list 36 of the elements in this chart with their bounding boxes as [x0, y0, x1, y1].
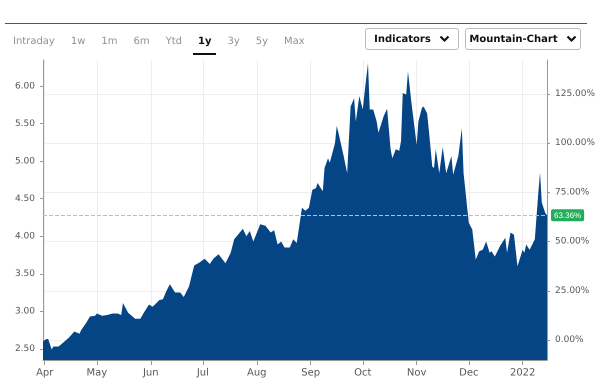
y-tick-label: 2.50 [14, 344, 36, 354]
y-tick-label: 6.00 [14, 81, 36, 92]
text: 1m [101, 34, 118, 48]
x-tick-label: Nov [406, 368, 426, 378]
y2-tick-label: 50.00% [555, 236, 590, 247]
x-tick-label: May [86, 368, 108, 378]
y2-tick-label: 100.00% [555, 138, 596, 148]
y-tick-label: 3.50 [14, 268, 36, 279]
y-tick-label: 5.00 [14, 156, 36, 166]
x-tick-label: Aug [247, 368, 267, 378]
text: Max [284, 34, 305, 48]
x-tick-label: Jun [142, 368, 159, 378]
text: 1w [70, 34, 86, 48]
x-tick-label: Jul [196, 368, 209, 378]
y-tick-label: 5.50 [14, 118, 36, 129]
y2-tick-label: 0.00% [555, 334, 584, 345]
text: Indicators [374, 34, 431, 44]
text: 3y [227, 34, 240, 48]
y2-tick-label: 125.00% [555, 89, 596, 100]
text: Intraday [13, 34, 55, 48]
text: 5y [256, 34, 268, 48]
text: Mountain-Chart [469, 34, 558, 44]
text: 1y [198, 30, 212, 52]
y2-tick-label: 25.00% [555, 286, 590, 296]
text: Ytd [166, 34, 182, 48]
ref-line-label: 63.36% [554, 210, 582, 220]
x-tick-label: Apr [36, 368, 54, 378]
x-tick-label: Dec [459, 368, 478, 378]
y-tick-label: 4.50 [14, 194, 36, 204]
y-tick-label: 4.00 [14, 231, 36, 242]
x-tick-label: 2022 [510, 368, 536, 378]
x-tick-label: Oct [354, 368, 372, 378]
text: 6m [134, 34, 150, 48]
x-tick-label: Sep [301, 368, 320, 378]
y-tick-label: 3.00 [14, 306, 36, 316]
y2-tick-label: 75.00% [555, 187, 590, 198]
